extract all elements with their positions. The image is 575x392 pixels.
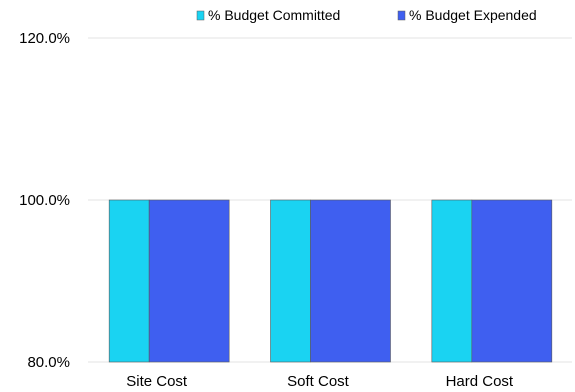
y-axis: 80.0% 100.0% 120.0% [19,30,70,371]
y-tick-label: 100.0% [19,192,70,209]
bar-committed [431,199,473,363]
legend: % Budget Committed % Budget Expended [196,7,537,23]
legend-label: % Budget Expended [409,7,537,23]
bar-expended [148,199,230,363]
legend-label: % Budget Committed [208,7,340,23]
bar-expended [310,199,391,363]
bar-committed [270,199,311,363]
x-tick-label: Soft Cost [287,373,350,390]
x-axis: Site Cost Soft Cost Hard Cost [126,373,514,390]
bars [108,199,553,363]
legend-swatch-committed [196,10,205,21]
bar-expended [471,199,553,363]
y-tick-label: 80.0% [27,354,70,371]
y-tick-label: 120.0% [19,30,70,47]
x-tick-label: Site Cost [126,373,188,390]
x-tick-label: Hard Cost [446,373,514,390]
bar-committed [108,199,150,363]
legend-swatch-expended [397,10,406,21]
